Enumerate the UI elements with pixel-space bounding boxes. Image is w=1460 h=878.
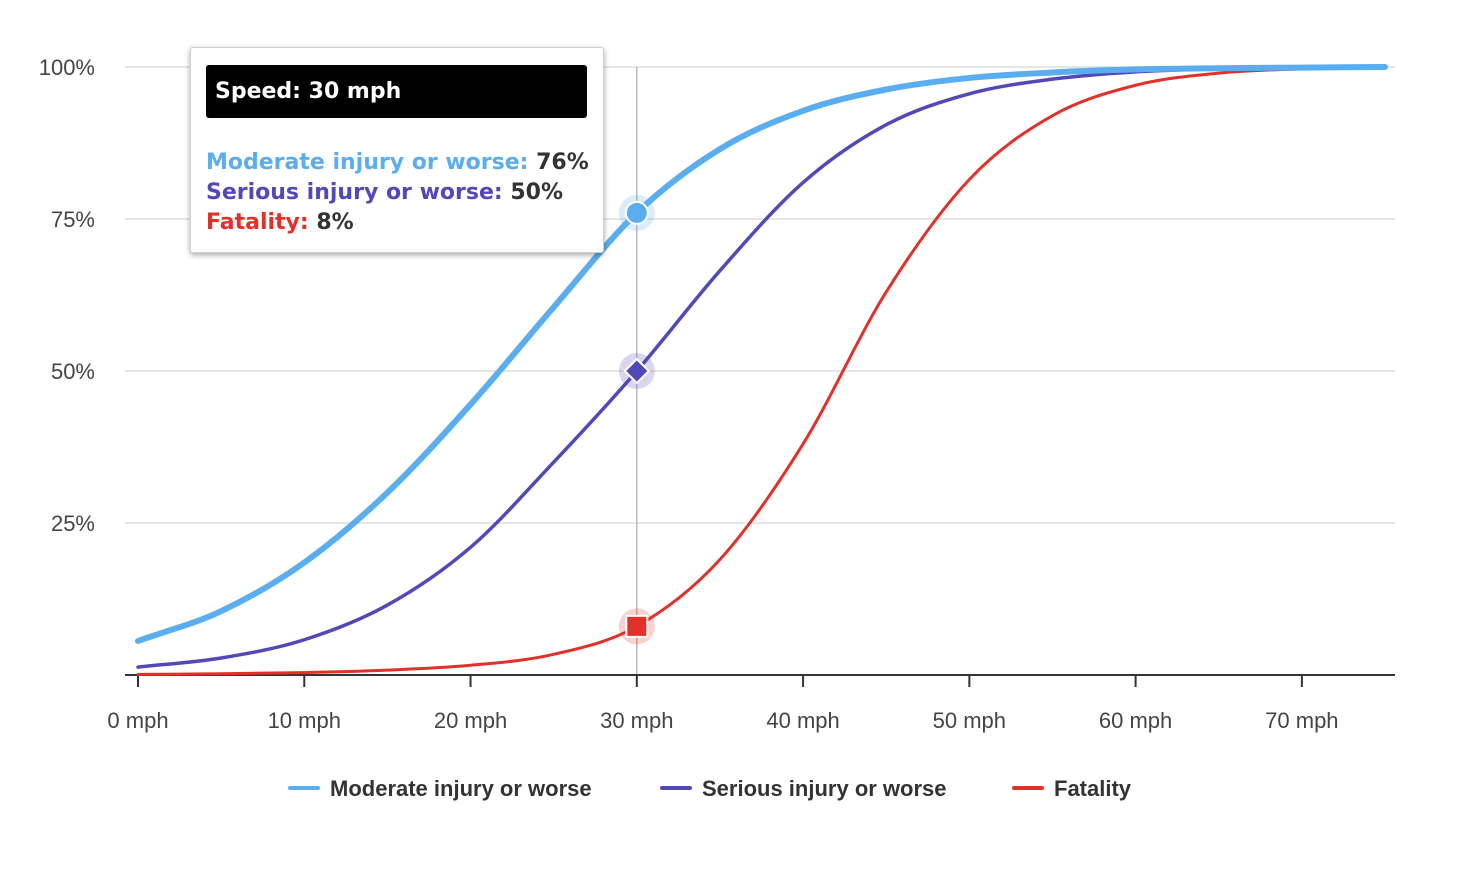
- tooltip-value-fatality: 8%: [316, 210, 354, 235]
- tooltip-row-serious: Serious injury or worse: 50%: [206, 178, 563, 208]
- x-axis: 0 mph 10 mph 20 mph 30 mph 40 mph 50 mph 60 mp…: [107, 674, 1395, 733]
- tooltip-title: Speed: 30 mph: [206, 65, 587, 118]
- marker-fatality: [625, 614, 649, 638]
- hover-markers: [618, 194, 655, 645]
- x-tick-label: 60 mph: [1099, 708, 1172, 733]
- marker-moderate-injury-or-worse: [624, 200, 649, 225]
- tooltip-row-moderate: Moderate injury or worse: 76%: [206, 148, 589, 178]
- legend-label-fatality: Fatality: [1054, 776, 1132, 801]
- y-axis: 25% 50% 75% 100%: [39, 55, 95, 536]
- tooltip-label-fatality: Fatality:: [206, 210, 309, 235]
- series-lines: [135, 64, 1388, 676]
- x-tick-label: 40 mph: [766, 708, 839, 733]
- x-tick-label: 30 mph: [600, 708, 673, 733]
- x-tick-label: 20 mph: [434, 708, 507, 733]
- series-line-moderate-injury-or-worse: [135, 64, 1388, 644]
- y-tick-label: 25%: [51, 511, 95, 536]
- marker-serious-injury-or-worse: [623, 357, 651, 385]
- tooltip-label-moderate: Moderate injury or worse:: [206, 150, 529, 175]
- x-tick-label: 0 mph: [107, 708, 168, 733]
- legend-label-moderate-injury-or-worse: Moderate injury or worse: [330, 776, 592, 801]
- y-tick-label: 75%: [51, 207, 95, 232]
- legend-label-serious-injury-or-worse: Serious injury or worse: [702, 776, 947, 801]
- tooltip-label-serious: Serious injury or worse:: [206, 180, 503, 205]
- x-tick-label: 50 mph: [933, 708, 1006, 733]
- tooltip-row-fatality: Fatality: 8%: [206, 208, 354, 238]
- legend: Moderate injury or worse Serious injury o…: [288, 776, 1132, 801]
- series-line-fatality: [136, 65, 1387, 676]
- tooltip-value-moderate: 76%: [536, 150, 589, 175]
- x-tick-label: 10 mph: [268, 708, 341, 733]
- tooltip-value-serious: 50%: [510, 180, 564, 205]
- x-tick-label: 70 mph: [1265, 708, 1338, 733]
- y-tick-label: 50%: [51, 359, 95, 384]
- tooltip: Speed: 30 mph Moderate injury or worse: …: [190, 47, 604, 253]
- y-tick-label: 100%: [39, 55, 95, 80]
